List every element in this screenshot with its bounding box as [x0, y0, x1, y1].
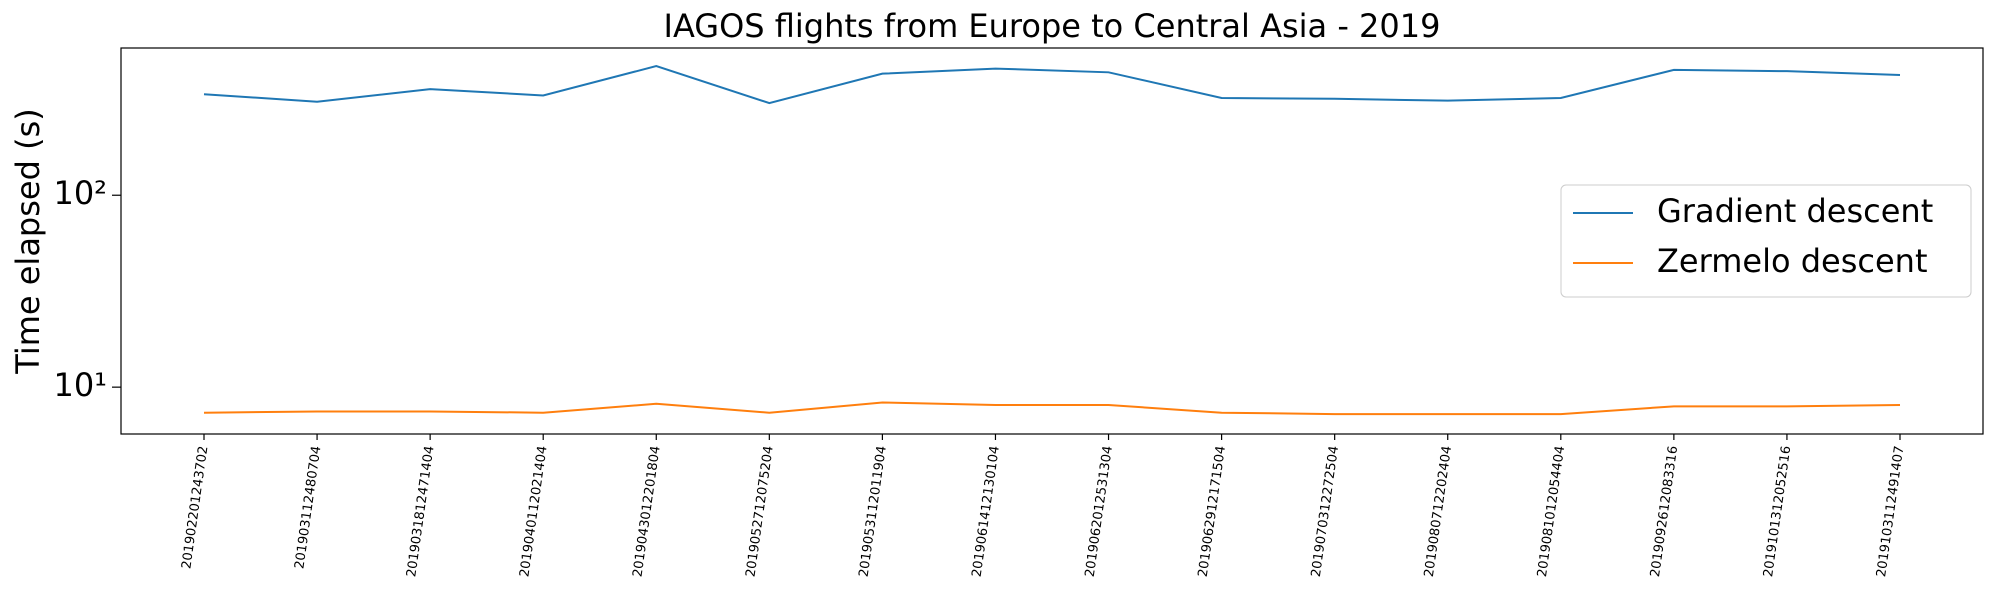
x-tick-label: 201906201253130​4 [1083, 445, 1116, 578]
line-series [203, 401, 1901, 416]
legend-label: Gradient descent [1657, 192, 1933, 230]
chart-title: IAGOS flights from Europe to Central Asi… [664, 7, 1441, 45]
x-tick-label: 201904011202140​4 [517, 445, 550, 578]
y-tick-label: 10¹ [53, 366, 107, 404]
x-tick-label: 201902201243702 [179, 445, 211, 570]
x-tick-label: 201905271207520​4 [743, 445, 776, 578]
x-tick-label: 201908101205440​4 [1535, 445, 1568, 578]
x-tick-label: 201910131205251​6 [1761, 445, 1794, 578]
x-tick-label: 201906141213010​4 [970, 445, 1003, 578]
legend-label: Zermelo descent [1657, 242, 1927, 280]
legend-box [1560, 184, 1972, 298]
y-axis-label: Time elapsed (s) [9, 108, 47, 374]
x-tick-label: 201907031227250​4 [1309, 445, 1342, 578]
x-tick-label: 201903112480704 [292, 445, 324, 570]
x-tick-label: 201908071220240​4 [1422, 445, 1455, 578]
x-tick-label: 201905311201190​4 [857, 445, 890, 578]
x-tick-label: 201909261208331​6 [1648, 445, 1681, 578]
x-tick-label: 201904301220180​4 [630, 445, 663, 578]
y-tick-label: 10² [53, 174, 107, 212]
plot-frame [120, 47, 1984, 435]
x-tick-label: 201906291217150​4 [1196, 445, 1229, 578]
line-series [203, 65, 1901, 105]
x-tick-label: 201903181247140​4 [404, 445, 437, 578]
x-tick-label: 201910311249140​7 [1874, 445, 1907, 578]
